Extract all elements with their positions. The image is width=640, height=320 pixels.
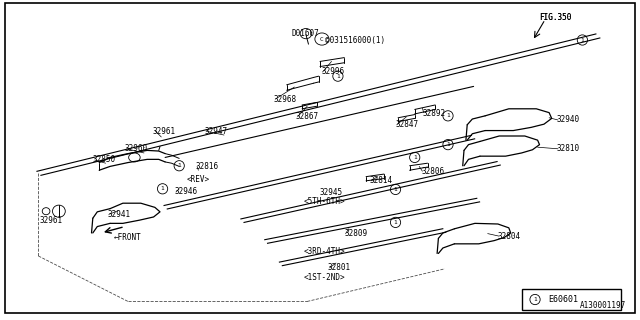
Text: ←FRONT: ←FRONT	[114, 233, 141, 242]
Text: 1: 1	[161, 186, 164, 191]
Text: 32847: 32847	[396, 120, 419, 129]
Text: 1: 1	[394, 220, 397, 225]
Text: <1ST-2ND>: <1ST-2ND>	[304, 273, 346, 282]
Text: 32892: 32892	[422, 109, 445, 118]
Text: 32961: 32961	[40, 216, 63, 225]
Text: 1: 1	[177, 163, 181, 168]
Text: C: C	[320, 36, 324, 42]
Text: 1: 1	[394, 187, 397, 192]
Text: 32960: 32960	[125, 144, 148, 153]
Text: 32946: 32946	[174, 188, 197, 196]
Text: 32804: 32804	[498, 232, 521, 241]
Text: 1: 1	[413, 155, 417, 160]
Text: 32814: 32814	[370, 176, 393, 185]
Text: 32801: 32801	[328, 263, 351, 272]
Text: 32945: 32945	[320, 188, 343, 197]
Text: 32867: 32867	[296, 112, 319, 121]
Text: ©031516000(1): ©031516000(1)	[325, 36, 385, 44]
Text: FIG.350: FIG.350	[539, 13, 572, 22]
Text: 32810: 32810	[557, 144, 580, 153]
Text: 1: 1	[446, 142, 450, 147]
Text: 1: 1	[533, 297, 537, 302]
Text: 32940: 32940	[557, 116, 580, 124]
Text: 32809: 32809	[344, 229, 367, 238]
Text: 32996: 32996	[321, 68, 344, 76]
Text: 32806: 32806	[421, 167, 444, 176]
Text: <5TH-6TH>: <5TH-6TH>	[304, 197, 346, 206]
Text: 1: 1	[336, 74, 340, 79]
Text: 32968: 32968	[274, 95, 297, 104]
Text: D01607: D01607	[291, 29, 319, 38]
Text: FIG.350: FIG.350	[539, 13, 572, 22]
Text: 1: 1	[446, 113, 450, 118]
Text: 32941: 32941	[108, 210, 131, 219]
Text: 32816: 32816	[195, 162, 218, 171]
Text: A130001197: A130001197	[580, 301, 626, 310]
Text: 32850: 32850	[93, 156, 116, 164]
Text: <3RD-4TH>: <3RD-4TH>	[304, 247, 346, 256]
Text: 1: 1	[580, 37, 584, 43]
Text: <REV>: <REV>	[187, 175, 210, 184]
Text: 32961: 32961	[152, 127, 175, 136]
Text: E60601: E60601	[548, 295, 578, 304]
Text: 32947: 32947	[205, 127, 228, 136]
